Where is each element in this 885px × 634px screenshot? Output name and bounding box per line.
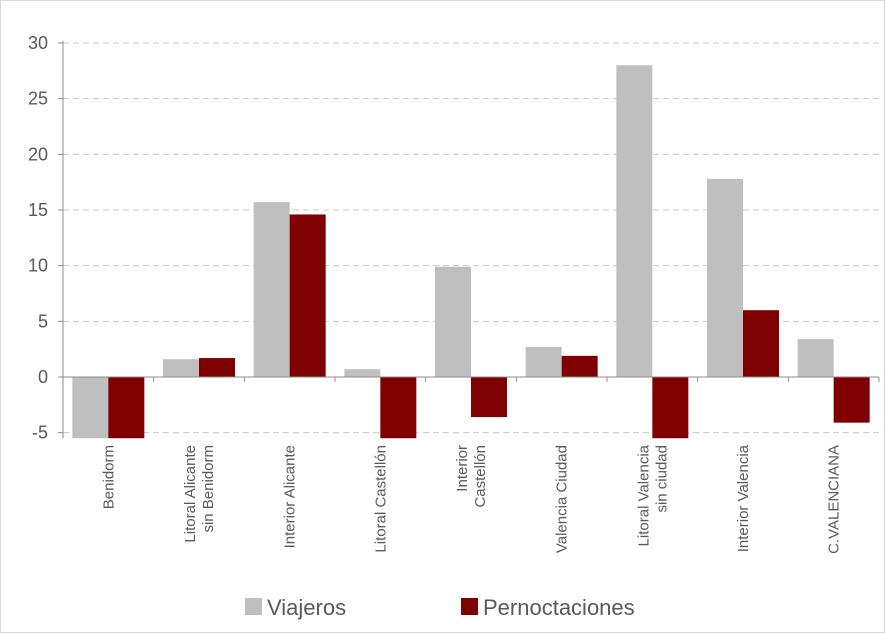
y-tick-label: 20 (28, 144, 48, 164)
y-tick-label: -5 (32, 423, 48, 443)
bar-pernoctaciones (561, 355, 598, 377)
bar-pernoctaciones (199, 358, 235, 377)
x-axis-ticks: Benidorm Litoral Alicantesin Benidorm Inte… (100, 444, 842, 554)
bar-pernoctaciones (833, 377, 870, 423)
bar-pernoctaciones (471, 377, 507, 418)
x-tick-label: Valencia Ciudad (554, 445, 571, 553)
bar-viajeros (435, 266, 471, 377)
y-axis-ticks: -5 0 5 10 15 20 25 30 (28, 33, 63, 443)
bar-viajeros (163, 359, 199, 377)
x-tick-label-line: sin ciudad (653, 445, 670, 513)
x-tick-label-line: C.VALENCIANA (826, 445, 843, 554)
x-tick-label-line: Interior (454, 445, 471, 492)
bar-viajeros (616, 65, 653, 377)
x-tick-label: Interior Valencia (735, 444, 752, 552)
legend-swatch-viajeros (245, 598, 262, 615)
x-tick-label: InteriorCastellón (454, 445, 489, 508)
y-tick-label: 25 (28, 89, 48, 109)
x-tick-label: Litoral Alicantesin Benidorm (182, 445, 217, 543)
x-tick-label-line: Litoral Valencia (635, 444, 652, 546)
y-tick-label: 15 (28, 200, 48, 220)
bar-viajeros (72, 377, 109, 439)
x-tick-label: C.VALENCIANA (826, 445, 843, 554)
legend: Viajeros Pernoctaciones (245, 595, 635, 620)
legend-swatch-pernoctaciones (461, 598, 478, 615)
bar-pernoctaciones (652, 377, 689, 439)
x-tick-label-line: Litoral Alicante (182, 445, 199, 543)
x-tick-label: Interior Alicante (282, 445, 299, 548)
x-tick-label-line: sin Benidorm (200, 445, 217, 533)
bar-viajeros (344, 369, 381, 377)
x-tick-label: Litoral Castellón (372, 445, 389, 553)
legend-label-viajeros: Viajeros (267, 595, 346, 620)
bar-viajeros (707, 178, 743, 377)
y-tick-label: 0 (38, 367, 48, 387)
x-tick-label-line: Interior Valencia (735, 444, 752, 552)
bar-pernoctaciones (380, 377, 417, 439)
bar-pernoctaciones (289, 214, 326, 377)
y-tick-label: 30 (28, 33, 48, 53)
x-tick-label-line: Valencia Ciudad (554, 445, 571, 553)
axes (62, 41, 880, 439)
x-tick-label-line: Castellón (472, 445, 489, 508)
bar-viajeros (253, 202, 290, 377)
legend-label-pernoctaciones: Pernoctaciones (483, 595, 635, 620)
bars (72, 65, 870, 439)
y-tick-label: 5 (38, 311, 48, 331)
y-tick-label: 10 (28, 256, 48, 276)
bar-viajeros (797, 339, 834, 377)
x-tick-label-line: Benidorm (100, 445, 117, 509)
x-tick-label-line: Interior Alicante (282, 445, 299, 548)
x-tick-label: Litoral Valenciasin ciudad (635, 444, 670, 546)
bar-pernoctaciones (108, 377, 145, 439)
x-tick-label: Benidorm (100, 445, 117, 509)
bar-viajeros (525, 346, 562, 377)
bar-pernoctaciones (743, 310, 779, 377)
x-tick-label-line: Litoral Castellón (372, 445, 389, 553)
